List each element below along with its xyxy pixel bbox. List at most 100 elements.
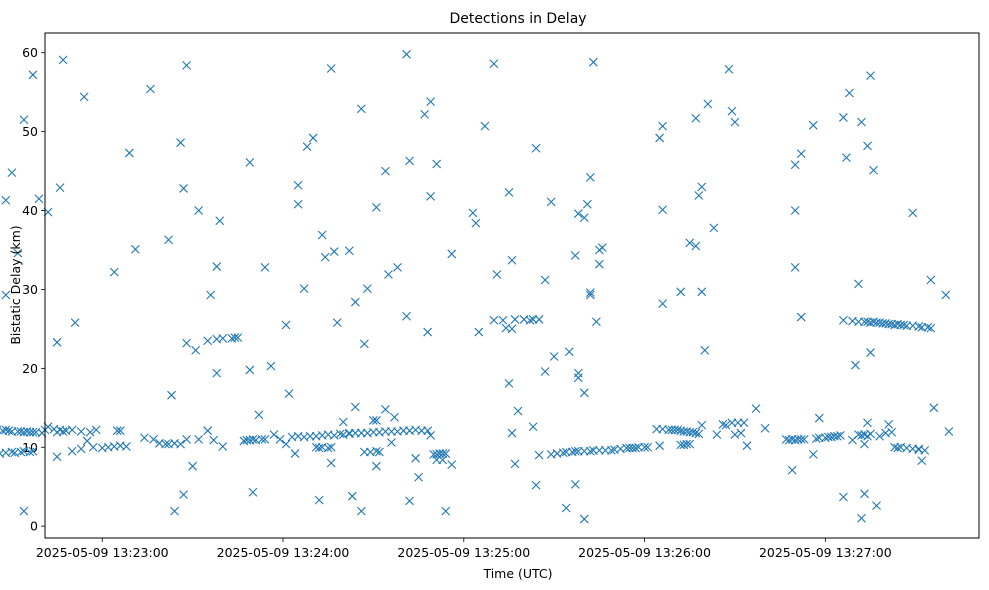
x-tick-label: 2025-05-09 13:24:00 — [217, 545, 350, 560]
data-point-marker — [799, 434, 809, 444]
data-point-marker — [842, 153, 851, 163]
data-point-marker — [209, 435, 219, 445]
data-point-marker — [381, 166, 390, 176]
data-point-marker — [929, 403, 939, 413]
data-point-marker — [848, 435, 857, 445]
data-point-marker — [751, 404, 761, 413]
data-point-marker — [350, 297, 360, 307]
data-point-marker — [845, 88, 854, 98]
data-point-marker — [643, 442, 652, 452]
data-point-marker — [375, 447, 384, 457]
data-point-marker — [697, 182, 707, 192]
data-point-marker — [293, 180, 303, 190]
data-point-marker — [438, 455, 448, 465]
data-point-marker — [534, 450, 544, 460]
data-point-marker — [441, 449, 451, 458]
data-point-marker — [188, 461, 198, 471]
data-point-marker — [372, 461, 381, 471]
data-point-marker — [866, 348, 875, 357]
data-point-marker — [85, 427, 95, 437]
data-point-marker — [317, 230, 327, 240]
y-tick-label: 60 — [22, 45, 38, 60]
data-point-marker — [531, 480, 541, 490]
data-point-marker — [266, 361, 276, 371]
data-point-marker — [474, 327, 484, 337]
data-point-marker — [420, 109, 430, 119]
data-point-marker — [739, 418, 749, 428]
data-point-marker — [218, 333, 228, 343]
data-point-marker — [411, 453, 420, 463]
data-point-marker — [854, 279, 863, 289]
data-point-marker — [688, 427, 698, 437]
data-point-marker — [811, 434, 821, 443]
data-point-marker — [1, 425, 11, 435]
data-point-marker — [314, 443, 324, 453]
data-point-marker — [860, 489, 869, 499]
data-point-marker — [254, 410, 264, 420]
data-point-marker — [293, 199, 303, 209]
data-points — [0, 49, 954, 524]
data-point-marker — [356, 104, 366, 114]
data-point-marker — [697, 287, 707, 297]
y-axis-label: Bistatic Delay (km) — [8, 225, 23, 344]
data-point-marker — [836, 431, 845, 440]
data-point-marker — [115, 426, 125, 436]
data-point-marker — [525, 315, 535, 325]
data-point-marker — [808, 449, 818, 459]
data-point-marker — [233, 333, 243, 342]
data-point-marker — [447, 460, 457, 470]
data-point-marker — [34, 194, 44, 204]
data-point-marker — [182, 434, 191, 444]
data-point-marker — [585, 173, 595, 182]
data-point-marker — [52, 337, 62, 347]
data-point-marker — [275, 434, 285, 444]
data-point-marker — [381, 404, 390, 414]
data-point-marker — [414, 472, 423, 482]
data-point-marker — [248, 487, 258, 497]
data-point-marker — [736, 428, 746, 438]
data-point-marker — [730, 117, 740, 127]
data-point-marker — [405, 156, 414, 166]
data-point-marker — [326, 458, 336, 468]
data-point-marker — [857, 117, 866, 127]
data-point-marker — [70, 318, 80, 327]
data-point-marker — [531, 143, 541, 153]
data-point-marker — [91, 425, 101, 435]
data-point-marker — [76, 444, 86, 454]
data-point-marker — [182, 338, 191, 348]
data-point-marker — [218, 442, 228, 451]
y-tick-label: 40 — [22, 203, 38, 218]
data-point-marker — [941, 290, 951, 300]
data-point-marker — [685, 238, 695, 248]
data-point-marker — [16, 447, 26, 457]
data-point-marker — [362, 284, 372, 294]
data-point-marker — [631, 443, 640, 453]
data-point-marker — [230, 333, 240, 342]
data-point-marker — [28, 70, 38, 80]
data-point-marker — [682, 439, 692, 449]
data-point-marker — [203, 336, 213, 346]
data-point-marker — [471, 218, 481, 228]
data-point-marker — [426, 97, 436, 107]
data-point-marker — [796, 149, 806, 159]
data-point-marker — [390, 412, 399, 422]
data-point-marker — [796, 312, 806, 322]
data-point-marker — [384, 270, 393, 279]
data-point-marker — [191, 345, 201, 355]
data-point-marker — [245, 158, 255, 167]
data-point-marker — [534, 315, 544, 324]
data-point-marker — [179, 490, 188, 499]
data-point-marker — [344, 428, 354, 438]
data-point-marker — [206, 290, 216, 300]
data-point-marker — [579, 213, 589, 223]
data-point-marker — [721, 420, 731, 430]
data-point-marker — [164, 235, 173, 245]
data-point-marker — [350, 402, 360, 412]
data-point-marker — [588, 57, 598, 67]
data-point-marker — [245, 365, 255, 375]
data-point-marker — [507, 428, 517, 438]
data-point-marker — [585, 288, 595, 297]
data-point-marker — [540, 275, 550, 285]
data-point-marker — [857, 513, 866, 523]
